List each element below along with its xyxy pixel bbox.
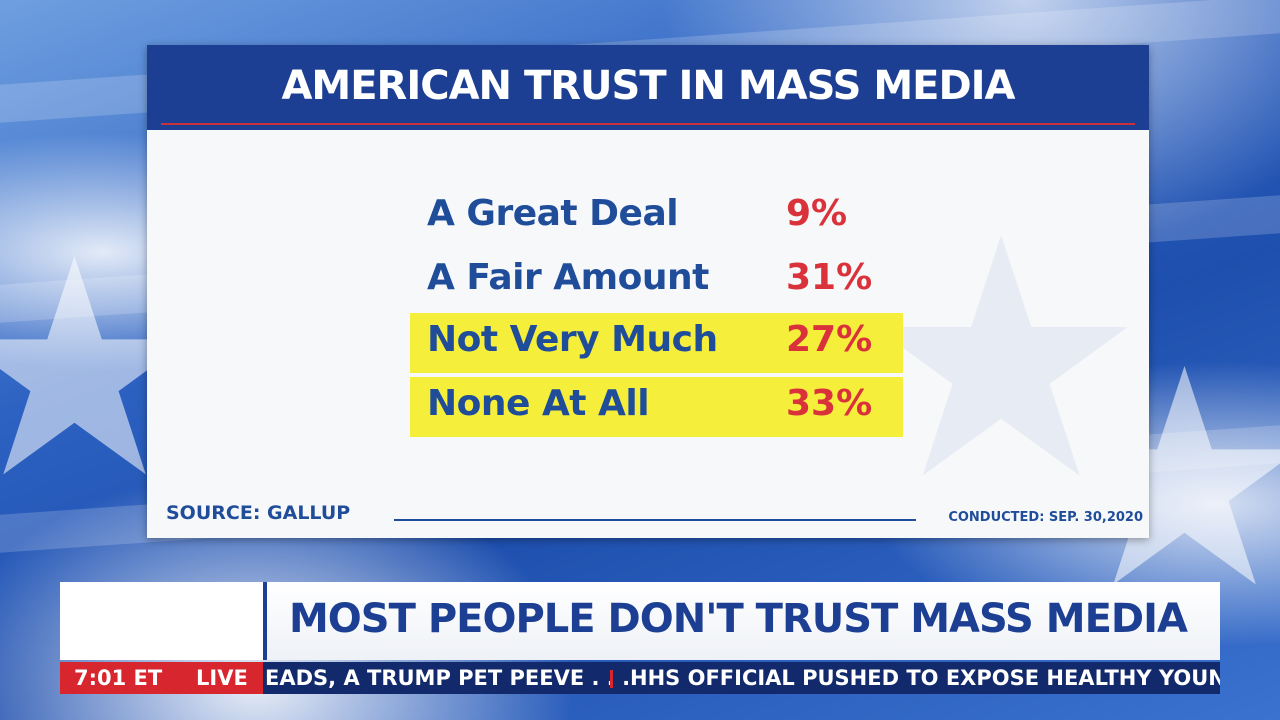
- card-header: AMERICAN TRUST IN MASS MEDIA: [147, 45, 1149, 130]
- live-badge: LIVE: [196, 666, 248, 690]
- network-logo-area: [60, 582, 263, 660]
- time-live-box: 7:01 ET LIVE: [60, 662, 263, 694]
- result-label: A Great Deal: [427, 193, 679, 234]
- result-label: None At All: [427, 383, 650, 424]
- source-label: SOURCE: GALLUP: [166, 502, 351, 524]
- ticker-item: EADS, A TRUMP PET PEEVE . . .: [265, 666, 631, 690]
- clock: 7:01 ET: [74, 666, 163, 690]
- result-row: A Fair Amount 31%: [410, 251, 903, 311]
- ticker-separator: [610, 670, 613, 688]
- result-row-highlighted: None At All 33%: [410, 377, 903, 437]
- result-value: 27%: [786, 319, 873, 360]
- lower-third-banner: MOST PEOPLE DON'T TRUST MASS MEDIA: [263, 582, 1220, 660]
- result-value: 31%: [786, 257, 873, 298]
- result-row-highlighted: Not Very Much 27%: [410, 313, 903, 373]
- result-row: A Great Deal 9%: [410, 187, 903, 247]
- result-label: Not Very Much: [427, 319, 718, 360]
- result-value: 9%: [786, 193, 848, 234]
- card-title: AMERICAN TRUST IN MASS MEDIA: [281, 63, 1015, 109]
- result-value: 33%: [786, 383, 873, 424]
- conducted-date: CONDUCTED: SEP. 30,2020: [948, 510, 1143, 525]
- news-ticker: EADS, A TRUMP PET PEEVE . . . HHS OFFICI…: [263, 662, 1220, 694]
- source-divider: [394, 519, 916, 521]
- header-divider: [161, 123, 1135, 125]
- ticker-item: HHS OFFICIAL PUSHED TO EXPOSE HEALTHY YO…: [630, 666, 1220, 690]
- result-label: A Fair Amount: [427, 257, 709, 298]
- headline: MOST PEOPLE DON'T TRUST MASS MEDIA: [289, 596, 1188, 642]
- graphic-card: AMERICAN TRUST IN MASS MEDIA ★ A Great D…: [147, 45, 1149, 538]
